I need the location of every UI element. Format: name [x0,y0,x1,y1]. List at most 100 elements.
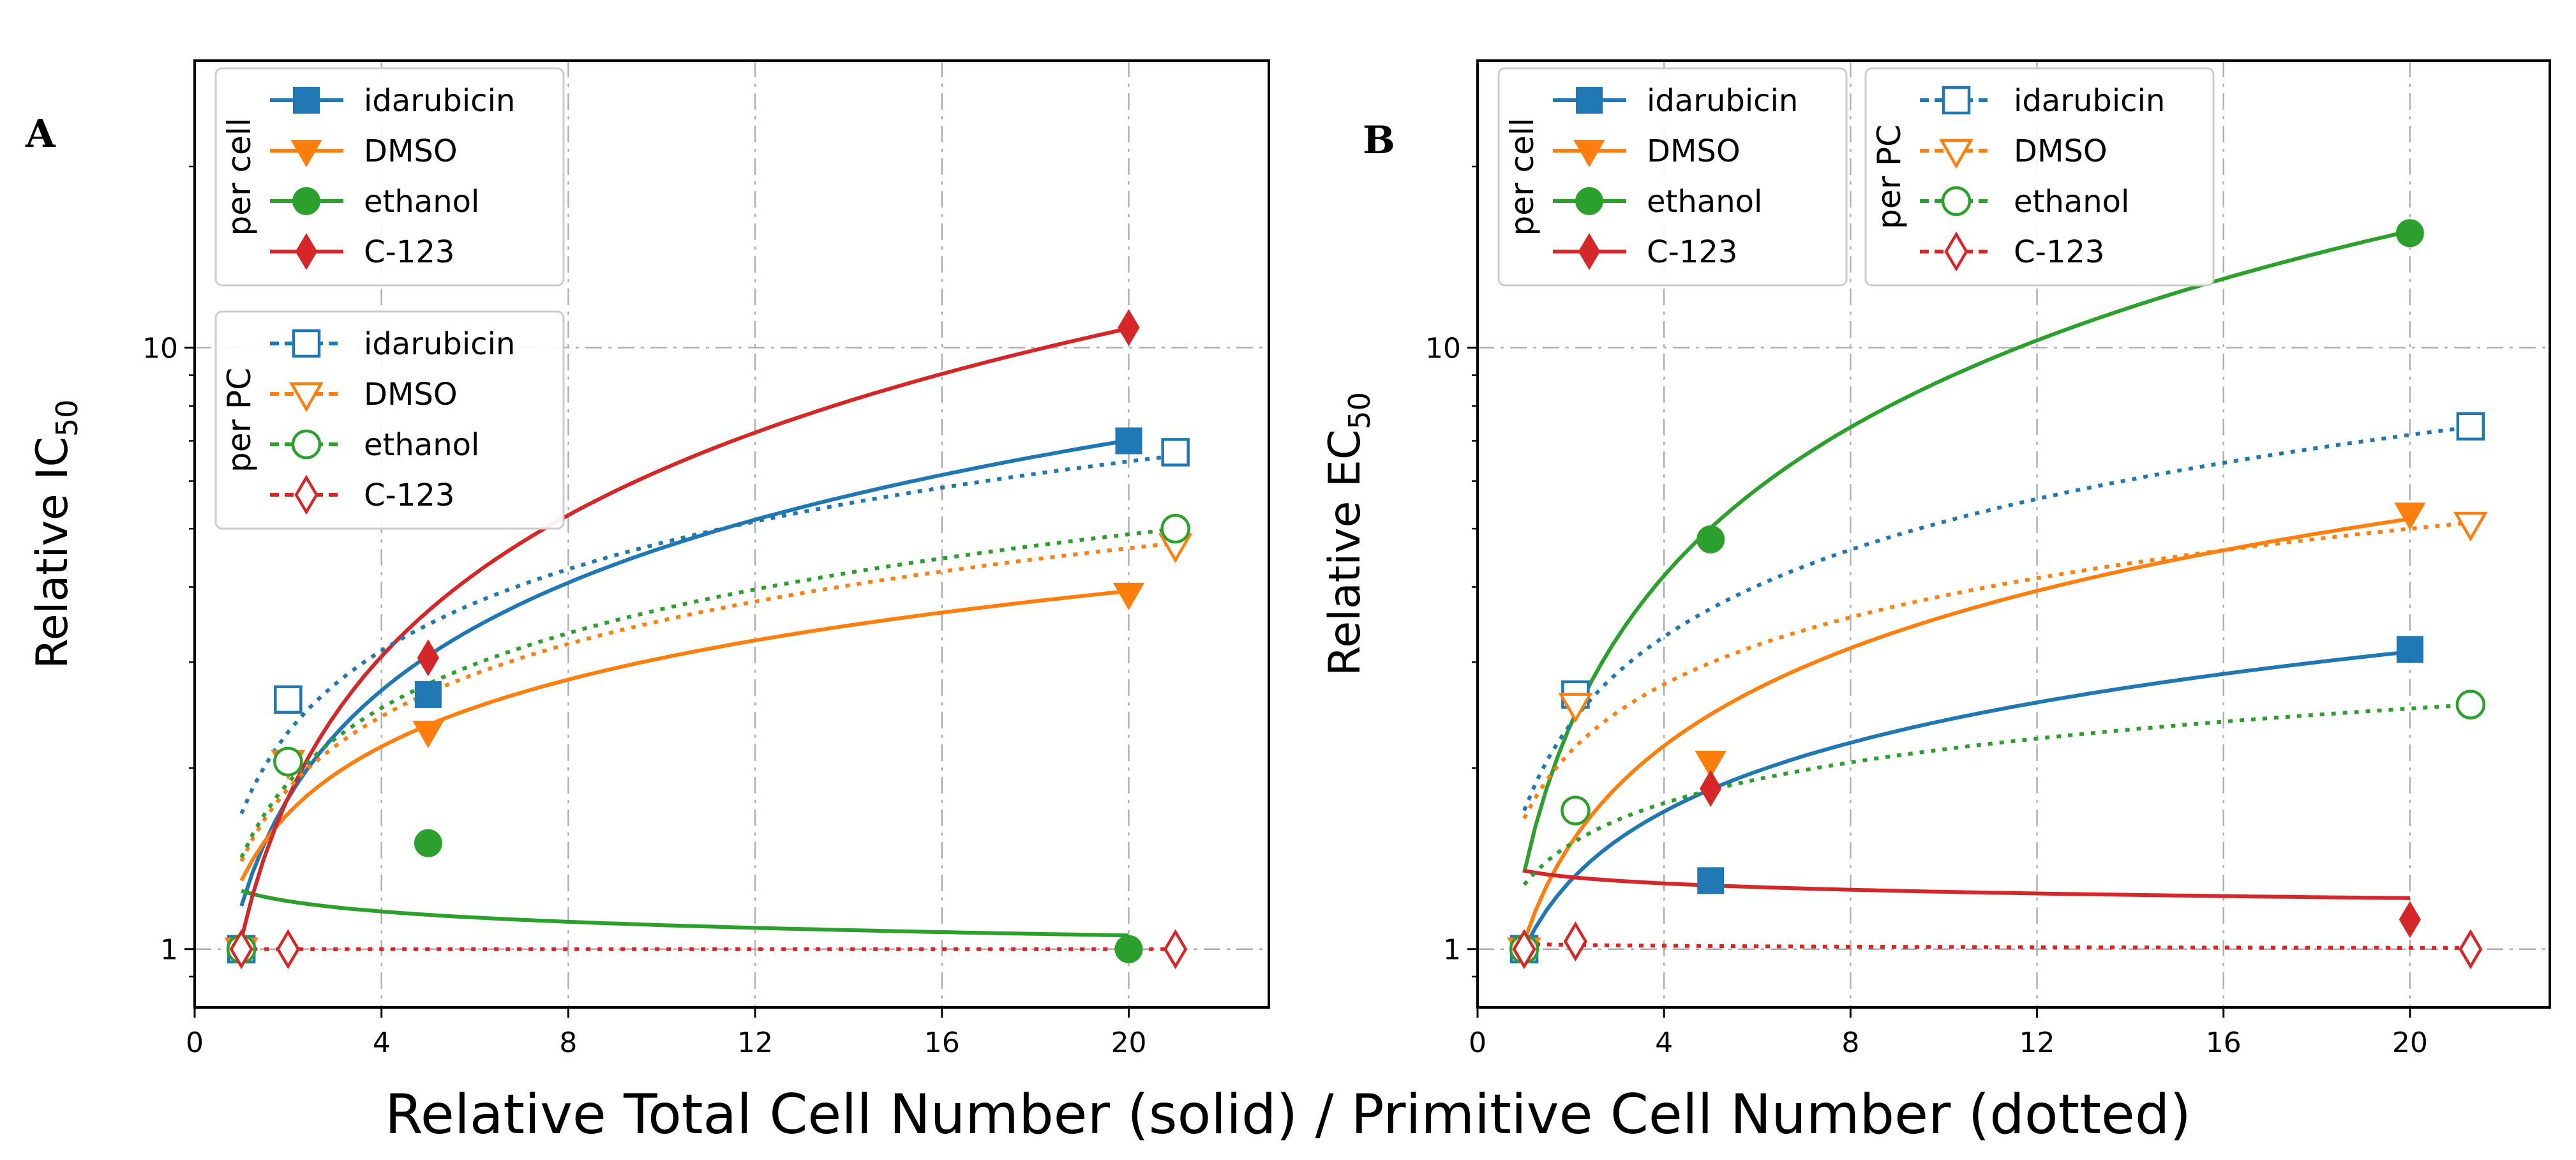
x-tick-label: 16 [924,1027,960,1059]
legend-item-label: DMSO [364,133,458,169]
plot-frame [193,59,1270,1009]
x-tick-label: 16 [2206,1027,2242,1059]
x-tick-label: 20 [1111,1027,1146,1059]
legend-item-label: C-123 [364,234,454,270]
point-dmso-per-cell [412,720,444,748]
point-ethanol-per-pc [273,746,303,777]
legend-item-label: ethanol [1647,184,1762,220]
legend-marker [1942,86,1971,115]
x-tick-label: 12 [737,1027,773,1059]
fit-line-dmso-per-cell [1522,516,2411,942]
legend-item-label: DMSO [1647,133,1741,169]
fit-line-c-123-per-pc [1524,942,2471,950]
plot-frame [1476,59,2551,1009]
fit-line-ethanol-per-pc [239,527,1176,859]
legend-marker [294,474,318,515]
legend-item-label: C-123 [1647,234,1737,270]
legend-item-label: DMSO [2014,133,2108,169]
point-c-123-per-cell [2399,901,2422,938]
point-idarubicin-per-pc [2456,412,2485,441]
point-c-123-per-cell [417,639,440,677]
point-c-123-per-pc [1512,929,1536,970]
y-tick-label: 1 [160,934,178,967]
legend-marker [1939,139,1973,169]
point-idarubicin-per-pc [1161,438,1190,467]
x-tick-label: 4 [1655,1027,1673,1059]
y-tick-label: 10 [142,333,178,365]
legend-per-cell: per cell idarubicin DMSO ethanol C-123 [1497,67,1848,287]
legend-title: per cell [221,118,258,236]
panel-label: A [25,112,56,156]
point-ethanol-per-pc [1160,513,1190,544]
legend-marker [289,382,324,412]
legend-item-label: idarubicin [364,326,515,362]
legend-marker [292,329,321,358]
point-idarubicin-per-cell [1697,867,1725,894]
point-c-123-per-pc [1563,921,1588,962]
point-dmso-per-pc [2453,511,2488,542]
point-idarubicin-per-cell [2396,636,2423,663]
legend-marker [293,87,320,114]
point-ethanol-per-cell [414,829,442,857]
point-idarubicin-per-pc [274,685,303,714]
legend-item-label: C-123 [364,478,454,513]
point-idarubicin-per-cell [1115,427,1142,455]
legend-frame [1864,67,2215,287]
legend-per-pc: per PC idarubicin DMSO ethanol C-123 [214,310,565,530]
legend-item-label: idarubicin [2014,83,2165,119]
fit-line-dmso-per-cell [239,589,1129,882]
legend-item-label: ethanol [2014,184,2129,220]
legend-marker [1576,87,1603,114]
legend-frame [1497,67,1848,287]
x-tick-label: 12 [2019,1027,2055,1059]
legend-title: per PC [1871,124,1908,229]
fit-line-dmso-per-pc [1522,520,2471,820]
legend-item-label: ethanol [364,184,479,220]
point-idarubicin-per-cell [414,681,442,708]
legend-item-label: idarubicin [364,83,515,119]
fit-line-dmso-per-pc [239,541,1176,862]
x-tick-label: 20 [2392,1027,2428,1059]
fit-line-ethanol-per-pc [1522,703,2471,886]
fit-line-c-123-per-cell [239,326,1130,940]
fit-line-idarubicin-per-pc [1522,425,2471,811]
legend-item-label: C-123 [2014,234,2104,270]
y-axis-label: Relative IC50 [27,400,84,669]
legend-marker [1941,186,1972,216]
point-ethanol-per-pc [2455,689,2486,719]
y-axis-label: Relative EC50 [1320,392,1377,676]
legend-marker [292,187,320,215]
legend-marker [291,429,322,460]
panel-a: 0 4 8 12 16 20 1 10 Relative IC50 A per cell idarub… [25,59,1270,1059]
legend-frame [214,67,565,287]
fit-line-ethanol-per-cell [241,889,1129,938]
point-ethanol-per-cell [2395,219,2424,248]
legend-per-pc: per PC idarubicin DMSO ethanol C-123 [1864,67,2215,287]
legend-item-label: ethanol [364,427,479,463]
point-dmso-per-cell [1112,582,1145,610]
legend-frame [214,310,565,530]
point-c-123-per-pc [229,929,253,970]
y-tick-label: 1 [1443,934,1461,967]
legend-marker [1573,140,1605,168]
legend-marker [1578,233,1601,270]
point-c-123-per-pc [1164,929,1188,970]
legend-title: per cell [1504,118,1541,236]
fit-line-idarubicin-per-cell [1522,649,2411,951]
x-tick-label: 0 [1469,1027,1486,1059]
x-tick-label: 0 [186,1027,204,1059]
legend-title: per PC [221,368,258,472]
point-dmso-per-cell [1695,750,1726,778]
point-ethanol-per-cell [1114,935,1143,963]
x-axis-label: Relative Total Cell Number (solid) / Pri… [385,1083,2191,1147]
y-tick-label: 10 [1425,333,1461,365]
fit-line-idarubicin-per-cell [239,438,1129,907]
x-tick-label: 8 [559,1027,577,1059]
panel-b: 0 4 8 12 16 20 1 10 Relative EC50 B per cell idarub… [1320,59,2551,1059]
grid [195,61,1269,1007]
point-c-123-per-pc [2459,929,2483,970]
point-ethanol-per-pc [1561,795,1591,825]
point-c-123-per-cell [1118,309,1140,346]
panel-label: B [1363,118,1395,163]
